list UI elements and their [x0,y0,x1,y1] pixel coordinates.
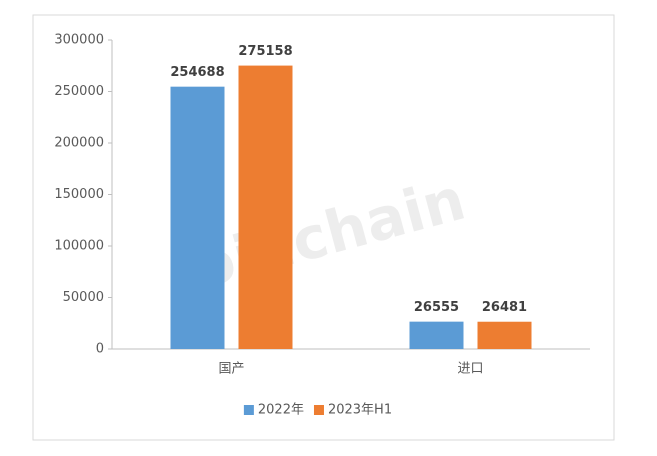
legend-label: 2022年 [258,403,304,418]
chart-frame [32,14,615,441]
legend-label: 2023年H1 [328,403,392,418]
y-tick-label: 50000 [63,290,104,305]
legend-swatch [243,405,254,415]
data-label: 275158 [238,44,292,59]
x-tick-label: 国产 [218,362,244,377]
bar [477,321,532,349]
data-label: 254688 [170,65,224,80]
y-tick-label: 200000 [54,136,104,151]
data-label: 26481 [482,300,527,315]
x-tick-label: 进口 [457,362,483,377]
y-tick-label: 250000 [54,84,104,99]
y-tick-label: 100000 [54,239,104,254]
data-label: 26555 [414,300,459,315]
bar [170,86,225,349]
y-tick-label: 150000 [54,187,104,202]
bar [409,321,464,349]
bar [238,65,293,350]
legend-item: 2023年H1 [313,403,392,418]
legend-item: 2022年 [243,403,304,418]
y-tick-label: 0 [96,342,104,357]
y-tick-label: 300000 [54,33,104,48]
legend-swatch [313,405,324,415]
